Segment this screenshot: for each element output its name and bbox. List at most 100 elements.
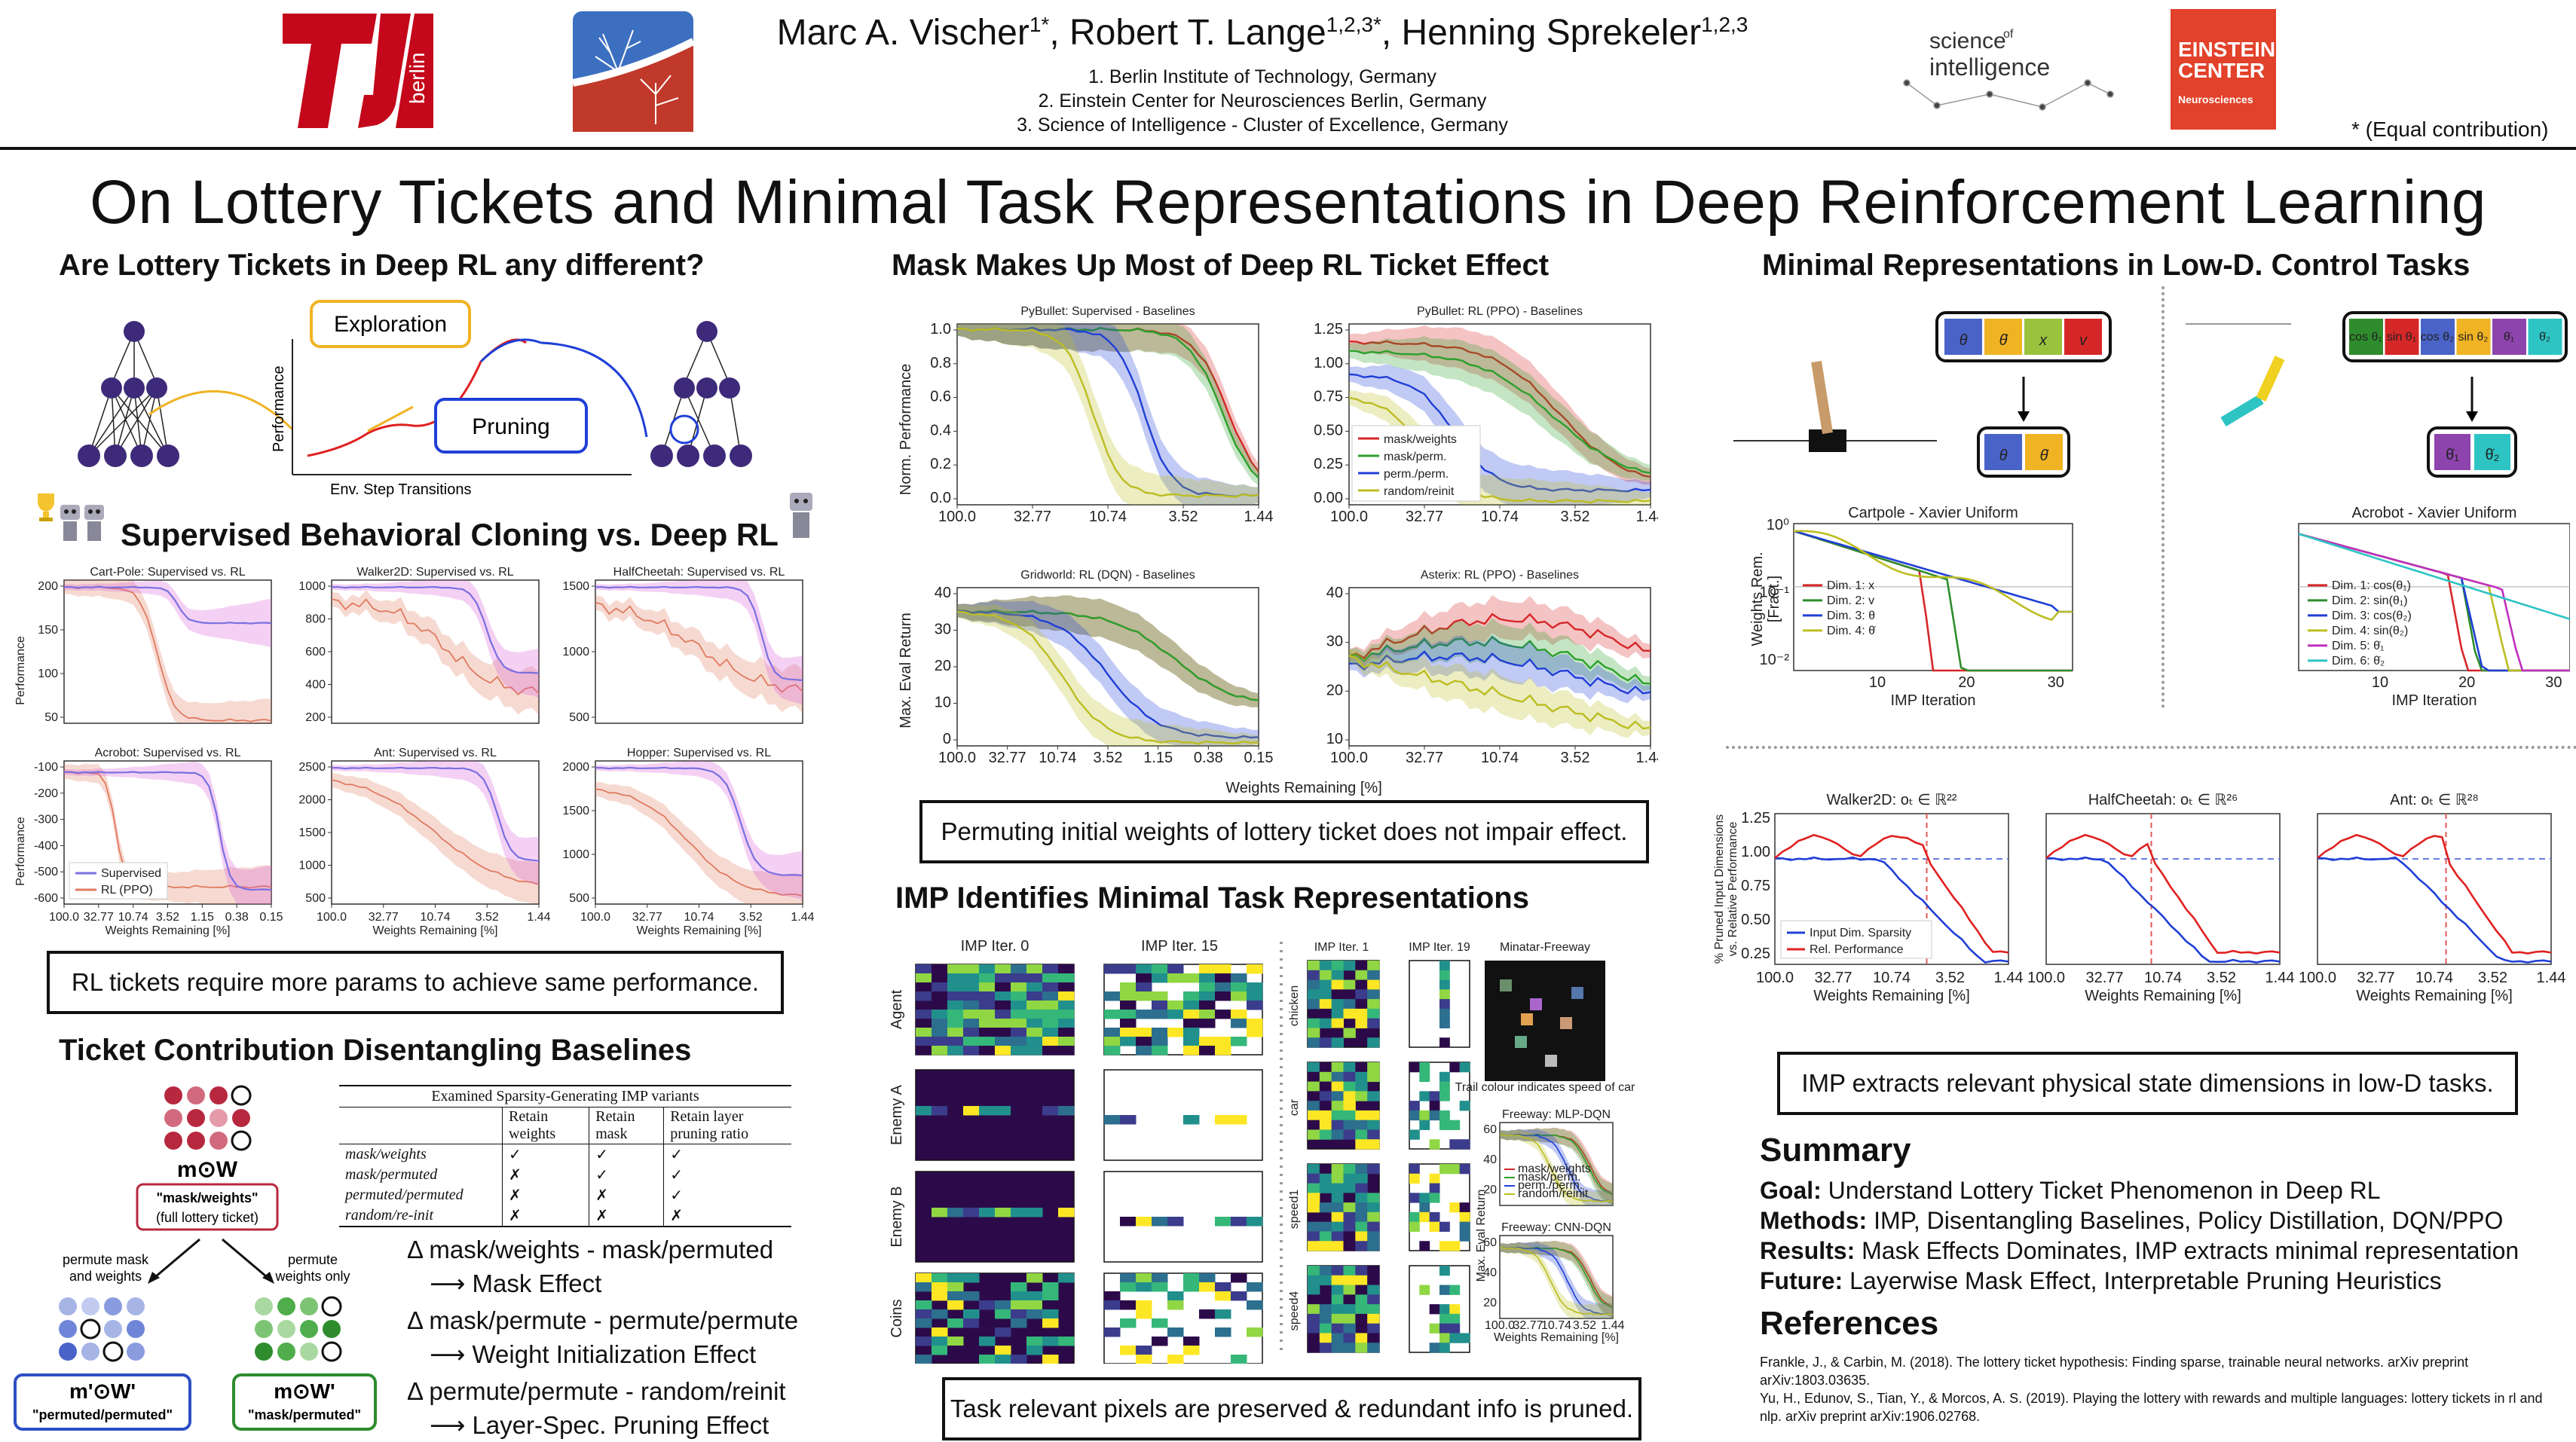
heatmap-cell xyxy=(979,1300,996,1310)
state-symbol: θ xyxy=(1999,448,2008,464)
heatmap-cell xyxy=(1449,1241,1461,1251)
axis-text: 0.4 xyxy=(930,422,951,438)
heatmap-cell xyxy=(1343,1304,1356,1315)
series-line xyxy=(595,601,803,693)
heatmap-cell xyxy=(1011,1208,1027,1217)
axis-text: -400 xyxy=(34,839,58,852)
x-axis-label: Weights Remaining [%] xyxy=(2356,988,2513,1004)
supervised-vs-rl-panels: Cart-Pole: Supervised vs. RL 200 150 100 50 W… xyxy=(14,566,814,937)
heatmap-cell xyxy=(963,1309,980,1319)
heatmap-cell xyxy=(1136,1010,1152,1019)
axis-text: 50 xyxy=(44,711,58,724)
heatmap-cell xyxy=(1167,1028,1184,1037)
author-3: Henning Sprekeler xyxy=(1401,13,1702,53)
heatmap-cell xyxy=(1343,1120,1356,1130)
heatmap-cell xyxy=(1319,1091,1332,1101)
heatmap-cell xyxy=(1215,1037,1231,1046)
heatmap-cell xyxy=(1120,1019,1137,1028)
series-line xyxy=(1793,530,2073,613)
axis-text: 30 xyxy=(935,622,951,638)
heatmap-cell xyxy=(1343,1193,1356,1203)
axis-text: 1.00 xyxy=(1741,844,1770,860)
heatmap-cell xyxy=(1439,1120,1450,1130)
minatar-freeway-frame xyxy=(1485,961,1605,1081)
heatmap-cell xyxy=(1167,1327,1184,1337)
input-dim-plot: Walker2D: oₜ ∈ ℝ²² 1.25 1.00 0.75 0.50 0.25 10… xyxy=(1741,792,2023,1004)
heatmap-cell xyxy=(1042,1300,1059,1310)
axis-text: 32.77 xyxy=(1513,1319,1543,1332)
heatmap-cell xyxy=(1136,991,1152,1001)
heatmap-cell xyxy=(1419,1285,1430,1295)
axis-text: 1.44 xyxy=(1636,750,1658,766)
heatmap-cell xyxy=(1104,991,1121,1001)
heatmap-cell xyxy=(1331,979,1344,990)
series-line xyxy=(1774,856,2009,964)
axis-text: 0.38 xyxy=(1194,750,1223,766)
heatmap-cell xyxy=(1026,973,1043,983)
axis-text: 100.0 xyxy=(2027,970,2065,986)
heatmap-cell xyxy=(1367,979,1380,990)
state-cell xyxy=(1984,434,2022,470)
heatmap-cell xyxy=(1215,1115,1231,1125)
einstein-center-logo: EINSTEIN CENTER Neurosciences xyxy=(2171,9,2276,130)
svg-text:permute mask: permute mask xyxy=(63,1252,149,1267)
heatmap-cell xyxy=(1343,1071,1356,1083)
heatmap-cell xyxy=(932,1010,948,1019)
heatmap-cell xyxy=(1058,1106,1075,1116)
axis-text: 10.74 xyxy=(684,911,714,924)
heatmap-cell xyxy=(979,1337,996,1346)
baseline-panel: PyBullet: RL (PPO) - Baselines 1.25 1.00 0.… xyxy=(1314,305,1658,525)
axis-text: 32.77 xyxy=(2357,970,2394,986)
heatmap-cell xyxy=(1331,1110,1344,1121)
axis-text: 20 xyxy=(1483,1184,1497,1196)
heatmap-cell xyxy=(1367,1091,1380,1101)
axis-text: 1.00 xyxy=(1314,355,1343,371)
axis-text: 600 xyxy=(305,646,326,658)
heatmap-cell xyxy=(947,1282,964,1292)
state-symbol: θ̇₁ xyxy=(2446,447,2459,463)
panel-title: HalfCheetah: Supervised vs. RL xyxy=(613,566,785,579)
heatmap-cell xyxy=(947,1208,964,1217)
x-axis-label: Weights Remaining [%] xyxy=(637,924,762,937)
heatmap-cell xyxy=(1343,999,1356,1010)
rl-pruning-schematic: Performance Env. Step Transitions Explor… xyxy=(78,300,752,497)
legend-entry: random/reinit xyxy=(1518,1187,1589,1200)
heatmap-cell xyxy=(1215,982,1231,992)
heatmap-cell xyxy=(1199,1282,1216,1292)
heatmap-cell xyxy=(916,1282,932,1292)
heatmap-cell xyxy=(1439,1266,1450,1276)
heatmap-cell xyxy=(1331,1028,1344,1038)
heatmap-cell xyxy=(1011,1001,1027,1010)
axis-text: 800 xyxy=(305,613,326,626)
heatmap-cell xyxy=(1199,1001,1216,1010)
heatmap-cell xyxy=(1367,1071,1380,1083)
axis-text: -300 xyxy=(34,814,58,826)
heatmap-cell xyxy=(1439,1110,1450,1121)
series-line xyxy=(2317,856,2552,964)
heatmap-cell xyxy=(1409,1193,1420,1203)
heatmap-cell xyxy=(1231,1010,1247,1019)
cartpole-icon xyxy=(1733,360,1937,452)
axis-text: 200 xyxy=(305,711,326,724)
heatmap-cell xyxy=(1136,1037,1152,1046)
axis-text: 20 xyxy=(2458,674,2475,691)
heatmap-cell xyxy=(1367,1231,1380,1242)
legend-entry: Dim. 1: x xyxy=(1827,579,1874,592)
legend: Dim. 1: x Dim. 2: v Dim. 3: θ Dim. 4: θ̇ xyxy=(1803,579,1876,637)
heatmap-cell xyxy=(1152,1217,1168,1227)
axis-text: 1.15 xyxy=(191,911,214,924)
legend: Dim. 1: cos(θ₁) Dim. 2: sin(θ₁) Dim. 3: co… xyxy=(2308,579,2412,668)
heatmap-cell xyxy=(979,991,996,1001)
science-of-intelligence-logo: science of intelligence xyxy=(1892,23,2118,113)
heatmap-cell xyxy=(1136,973,1152,983)
axis-text: 10⁻² xyxy=(1760,652,1790,668)
panel-title: HalfCheetah: oₜ ∈ ℝ²⁶ xyxy=(2088,792,2238,808)
series-band xyxy=(1500,1129,1613,1205)
disentangling-schematic: m⊙W "mask/weights" (full lottery ticket)… xyxy=(14,1085,377,1431)
env-steps-label: Env. Step Transitions xyxy=(330,481,472,497)
panel-title: PyBullet: Supervised - Baselines xyxy=(1020,305,1195,318)
heatmap-cell xyxy=(1459,1221,1470,1232)
arrow-head xyxy=(2466,411,2478,422)
imp-iter1-heatmap xyxy=(1307,1163,1380,1251)
series-line xyxy=(1499,1247,1614,1316)
